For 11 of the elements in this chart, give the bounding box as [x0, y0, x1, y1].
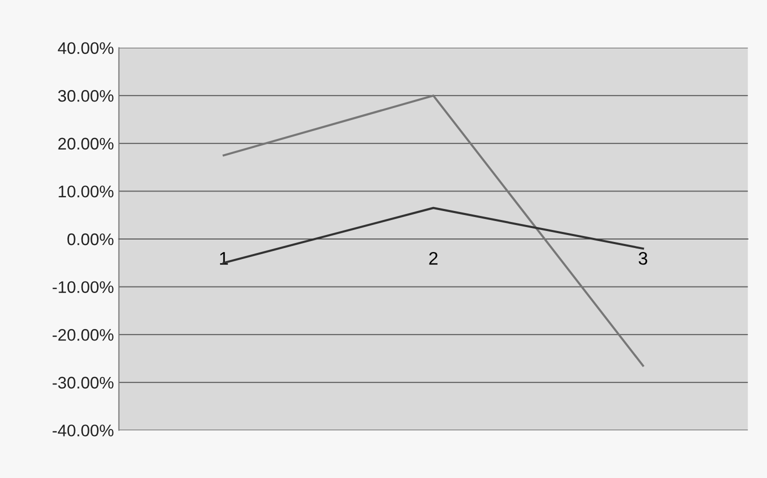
- x-tick-label: 3: [638, 252, 648, 265]
- y-tick-label: -10.00%: [52, 281, 114, 294]
- y-tick-label: 0.00%: [67, 233, 114, 246]
- y-tick-label: 20.00%: [58, 138, 114, 150]
- y-tick-label: 40.00%: [58, 42, 114, 54]
- x-tick-label: 2: [429, 252, 438, 265]
- y-tick-label: -30.00%: [52, 376, 114, 389]
- y-tick-label: -40.00%: [52, 424, 114, 436]
- y-tick-label: 30.00%: [58, 90, 114, 102]
- y-tick-label: -20.00%: [52, 329, 114, 341]
- y-tick-label: 10.00%: [58, 186, 114, 198]
